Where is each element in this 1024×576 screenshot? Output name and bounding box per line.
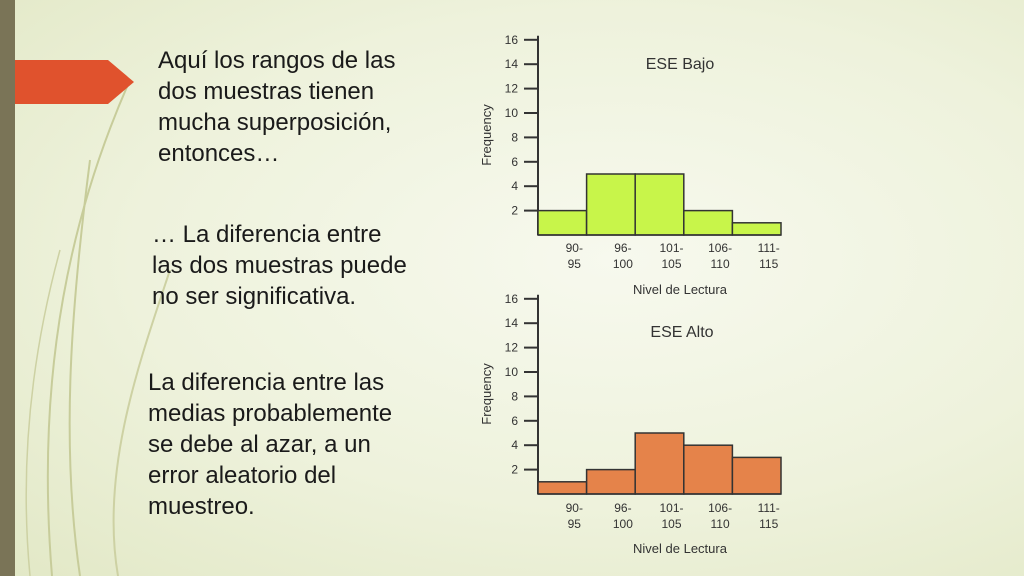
chart2-y-tick-label-8: 8 (511, 389, 518, 403)
chart2-category-label-4: 106-110 (708, 501, 732, 531)
chart1-y-tick-label-4: 4 (511, 179, 518, 193)
chart1-y-tick-label-12: 12 (505, 82, 519, 96)
chart1-y-tick-label-14: 14 (505, 57, 519, 71)
chart1-bar-5 (731, 222, 782, 236)
chart2-bar-4 (683, 444, 734, 495)
chart2-y-axis-label: Frequency (479, 363, 494, 425)
arrow-marker-icon (15, 60, 134, 104)
chart1-bar-1 (537, 209, 588, 236)
paragraph-ranges-overlap: Aquí los rangos de las dos muestras tien… (158, 47, 396, 167)
chart2-y-tick-label-16: 16 (505, 292, 519, 306)
chart1-category-label-1: 90-95 (566, 241, 583, 271)
chart1-category-label-3: 101-105 (659, 241, 683, 271)
chart2-y-tick-label-10: 10 (505, 365, 519, 379)
chart1-bar-2 (585, 173, 636, 236)
chart1-y-axis-label: Frequency (479, 104, 494, 166)
chart1-category-label-2: 96-100 (613, 241, 633, 271)
chart1-y-tick-label-2: 2 (511, 204, 518, 218)
left-decorative-bar (0, 0, 15, 576)
chart1-category-label-4: 106-110 (708, 241, 732, 271)
chart2-y-tick-label-2: 2 (511, 463, 518, 477)
chart2-title: ESE Alto (650, 324, 713, 341)
chart2-bar-1 (537, 481, 588, 495)
paragraph-means-chance: La diferencia entre las medias probablem… (148, 369, 393, 520)
chart2-y-tick-label-14: 14 (505, 316, 519, 330)
chart2-category-label-5: 111-115 (758, 501, 780, 531)
chart2-y-tick-label-12: 12 (505, 341, 519, 355)
chart2-category-label-3: 101-105 (659, 501, 683, 531)
chart1-y-tick-label-8: 8 (511, 130, 518, 144)
chart2-bar-5 (731, 456, 782, 495)
chart2-x-axis-label: Nivel de Lectura (633, 541, 728, 556)
chart2-bar-2 (585, 468, 636, 495)
chart2-category-label-2: 96-100 (613, 501, 633, 531)
chart1-category-label-5: 111-115 (758, 241, 780, 271)
chart2-bar-3 (634, 432, 685, 495)
chart1-title: ESE Bajo (646, 56, 715, 73)
chart2-category-label-1: 90-95 (566, 501, 583, 531)
chart1-y-tick-label-16: 16 (505, 33, 519, 47)
paragraph-difference-not-significant: … La diferencia entre las dos muestras p… (152, 221, 407, 310)
chart2-y-tick-label-4: 4 (511, 438, 518, 452)
chart2-y-tick-label-6: 6 (511, 414, 518, 428)
chart1-y-tick-label-6: 6 (511, 155, 518, 169)
chart1-bar-4 (683, 209, 734, 236)
chart1-x-axis-label: Nivel de Lectura (633, 282, 728, 297)
chart1-bar-3 (634, 173, 685, 236)
chart1-y-tick-label-10: 10 (505, 106, 519, 120)
